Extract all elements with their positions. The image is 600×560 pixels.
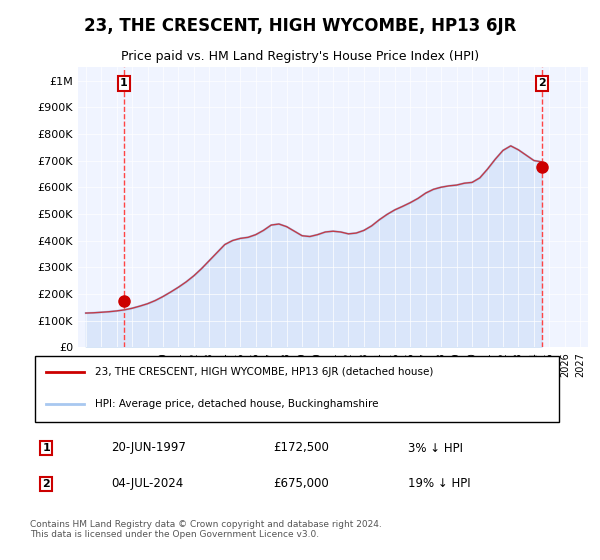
Text: 04-JUL-2024: 04-JUL-2024 xyxy=(111,477,183,491)
Text: £675,000: £675,000 xyxy=(273,477,329,491)
Text: 2: 2 xyxy=(43,479,50,489)
Text: 19% ↓ HPI: 19% ↓ HPI xyxy=(408,477,470,491)
Text: 20-JUN-1997: 20-JUN-1997 xyxy=(111,441,186,455)
Text: 23, THE CRESCENT, HIGH WYCOMBE, HP13 6JR: 23, THE CRESCENT, HIGH WYCOMBE, HP13 6JR xyxy=(84,17,516,35)
Text: 1: 1 xyxy=(43,443,50,453)
Text: £172,500: £172,500 xyxy=(273,441,329,455)
Text: Contains HM Land Registry data © Crown copyright and database right 2024.
This d: Contains HM Land Registry data © Crown c… xyxy=(30,520,382,539)
Text: 1: 1 xyxy=(120,78,128,88)
Text: 2: 2 xyxy=(538,78,545,88)
Text: 23, THE CRESCENT, HIGH WYCOMBE, HP13 6JR (detached house): 23, THE CRESCENT, HIGH WYCOMBE, HP13 6JR… xyxy=(95,367,433,377)
FancyBboxPatch shape xyxy=(35,357,559,422)
Text: 3% ↓ HPI: 3% ↓ HPI xyxy=(408,441,463,455)
Text: Price paid vs. HM Land Registry's House Price Index (HPI): Price paid vs. HM Land Registry's House … xyxy=(121,50,479,63)
Text: HPI: Average price, detached house, Buckinghamshire: HPI: Average price, detached house, Buck… xyxy=(95,399,379,409)
